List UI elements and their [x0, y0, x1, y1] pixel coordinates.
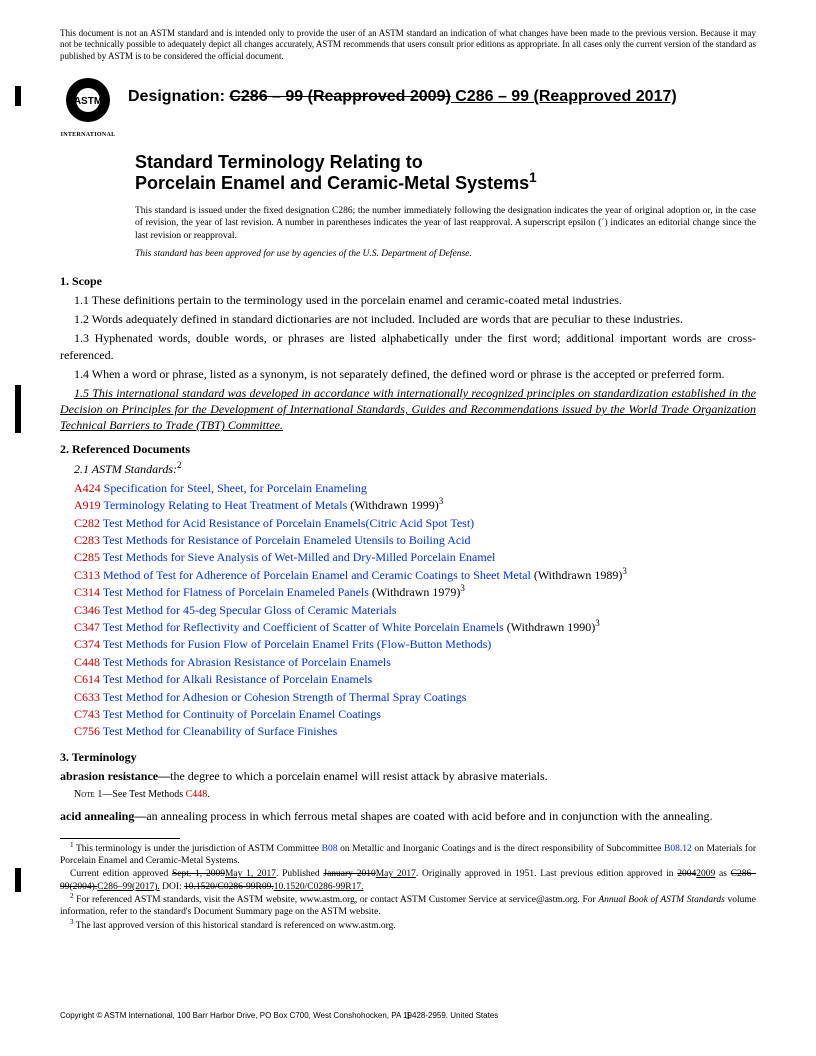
scope-3: 1.3 Hyphenated words, double words, or p… [60, 330, 756, 362]
standard-row: C374 Test Methods for Fusion Flow of Por… [74, 636, 756, 653]
header: ASTM INTERNATIONAL Designation: C286 – 9… [60, 76, 756, 132]
svg-text:ASTM: ASTM [74, 96, 102, 107]
standard-title[interactable]: Test Method for 45-deg Specular Gloss of… [100, 603, 397, 617]
standard-title[interactable]: Test Method for Acid Resistance of Porce… [100, 516, 474, 530]
standard-title[interactable]: Test Methods for Resistance of Porcelain… [100, 533, 471, 547]
term-acid-annealing: acid annealing—an annealing process in w… [60, 808, 756, 824]
standard-row: C347 Test Method for Reflectivity and Co… [74, 619, 756, 636]
standards-list: A424 Specification for Steel, Sheet, for… [74, 480, 756, 741]
change-bar-icon [15, 86, 21, 106]
dod-note: This standard has been approved for use … [135, 248, 756, 261]
standard-row: C283 Test Methods for Resistance of Porc… [74, 532, 756, 549]
change-bar-icon [15, 385, 21, 433]
footnote-rule [60, 838, 180, 839]
standard-code[interactable]: A919 [74, 498, 101, 512]
standard-suffix: (Withdrawn 1990) [504, 620, 596, 634]
standard-title[interactable]: Test Methods for Sieve Analysis of Wet-M… [100, 550, 495, 564]
ref-sub: 2.1 ASTM Standards:2 [60, 461, 756, 477]
footnote-1: 1 This terminology is under the jurisdic… [60, 843, 756, 868]
designation-new: C286 – 99 (Reapproved 2017) [451, 88, 677, 105]
standard-row: C282 Test Method for Acid Resistance of … [74, 515, 756, 532]
standard-row: C743 Test Method for Continuity of Porce… [74, 706, 756, 723]
ref-heading: 2. Referenced Documents [60, 441, 756, 457]
page: This document is not an ASTM standard an… [0, 0, 816, 1056]
footnote-1-line2: Current edition approved Sept. 1, 2009Ma… [60, 868, 756, 893]
standard-title[interactable]: Test Method for Reflectivity and Coeffic… [100, 620, 504, 634]
standard-title[interactable]: Specification for Steel, Sheet, for Porc… [101, 481, 367, 495]
standard-code[interactable]: C346 [74, 603, 100, 617]
standard-code[interactable]: C756 [74, 724, 100, 738]
title-block: Standard Terminology Relating to Porcela… [135, 152, 756, 261]
terminology-heading: 3. Terminology [60, 749, 756, 765]
document-title: Standard Terminology Relating to Porcela… [135, 152, 756, 195]
change-bar-icon [15, 868, 21, 892]
standard-row: C614 Test Method for Alkali Resistance o… [74, 671, 756, 688]
scope-5-block: 1.5 This international standard was deve… [60, 385, 756, 434]
standard-row: C448 Test Methods for Abrasion Resistanc… [74, 654, 756, 671]
standard-title[interactable]: Test Method for Cleanability of Surface … [100, 724, 337, 738]
logo-subtitle: INTERNATIONAL [60, 131, 116, 139]
standard-title[interactable]: Method of Test for Adherence of Porcelai… [100, 568, 531, 582]
term-abrasion-resistance: abrasion resistance—the degree to which … [60, 768, 756, 784]
astm-logo-icon: ASTM INTERNATIONAL [60, 76, 116, 132]
designation-old: C286 – 99 (Reapproved 2009) [229, 88, 450, 105]
top-disclaimer: This document is not an ASTM standard an… [60, 28, 756, 62]
standard-code[interactable]: C614 [74, 672, 100, 686]
footnotes: 1 This terminology is under the jurisdic… [60, 843, 756, 932]
page-number: 1 [0, 1009, 816, 1024]
standard-code[interactable]: C282 [74, 516, 100, 530]
footnote-2: 2 For referenced ASTM standards, visit t… [60, 894, 756, 919]
standard-code[interactable]: C374 [74, 637, 100, 651]
standard-row: C285 Test Methods for Sieve Analysis of … [74, 549, 756, 566]
footnote-3: 3 The last approved version of this hist… [60, 920, 756, 932]
scope-1: 1.1 These definitions pertain to the ter… [60, 292, 756, 308]
standard-code[interactable]: C743 [74, 707, 100, 721]
designation: Designation: C286 – 99 (Reapproved 2009)… [128, 76, 677, 108]
standard-title[interactable]: Test Method for Continuity of Porcelain … [100, 707, 381, 721]
standard-suffix: (Withdrawn 1979) [369, 585, 461, 599]
standard-suffix: (Withdrawn 1989) [531, 568, 623, 582]
standard-row: A919 Terminology Relating to Heat Treatm… [74, 497, 756, 514]
standard-code[interactable]: C313 [74, 568, 100, 582]
standard-title[interactable]: Test Methods for Fusion Flow of Porcelai… [100, 637, 491, 651]
standard-title[interactable]: Test Method for Alkali Resistance of Por… [100, 672, 372, 686]
standard-code[interactable]: C633 [74, 690, 100, 704]
scope-heading: 1. Scope [60, 273, 756, 289]
scope-2: 1.2 Words adequately defined in standard… [60, 311, 756, 327]
standard-title[interactable]: Test Method for Flatness of Porcelain En… [100, 585, 369, 599]
standard-code[interactable]: C448 [74, 655, 100, 669]
standard-row: C314 Test Method for Flatness of Porcela… [74, 584, 756, 601]
standard-title[interactable]: Terminology Relating to Heat Treatment o… [101, 498, 348, 512]
standard-row: C346 Test Method for 45-deg Specular Glo… [74, 602, 756, 619]
designation-label: Designation: [128, 88, 229, 105]
scope-4: 1.4 When a word or phrase, listed as a s… [60, 366, 756, 382]
standard-code[interactable]: C314 [74, 585, 100, 599]
scope-5: 1.5 This international standard was deve… [60, 385, 756, 434]
standard-row: C633 Test Method for Adhesion or Cohesio… [74, 689, 756, 706]
standard-code[interactable]: C347 [74, 620, 100, 634]
standard-code[interactable]: C285 [74, 550, 100, 564]
issue-note: This standard is issued under the fixed … [135, 205, 756, 242]
standard-title[interactable]: Test Methods for Abrasion Resistance of … [100, 655, 391, 669]
note-1: Note 1—See Test Methods C448. [74, 788, 756, 802]
standard-title[interactable]: Test Method for Adhesion or Cohesion Str… [100, 690, 466, 704]
standard-code[interactable]: C283 [74, 533, 100, 547]
standard-row: C756 Test Method for Cleanability of Sur… [74, 723, 756, 740]
standard-suffix: (Withdrawn 1999) [347, 498, 439, 512]
standard-row: A424 Specification for Steel, Sheet, for… [74, 480, 756, 497]
standard-code[interactable]: A424 [74, 481, 101, 495]
standard-row: C313 Method of Test for Adherence of Por… [74, 567, 756, 584]
